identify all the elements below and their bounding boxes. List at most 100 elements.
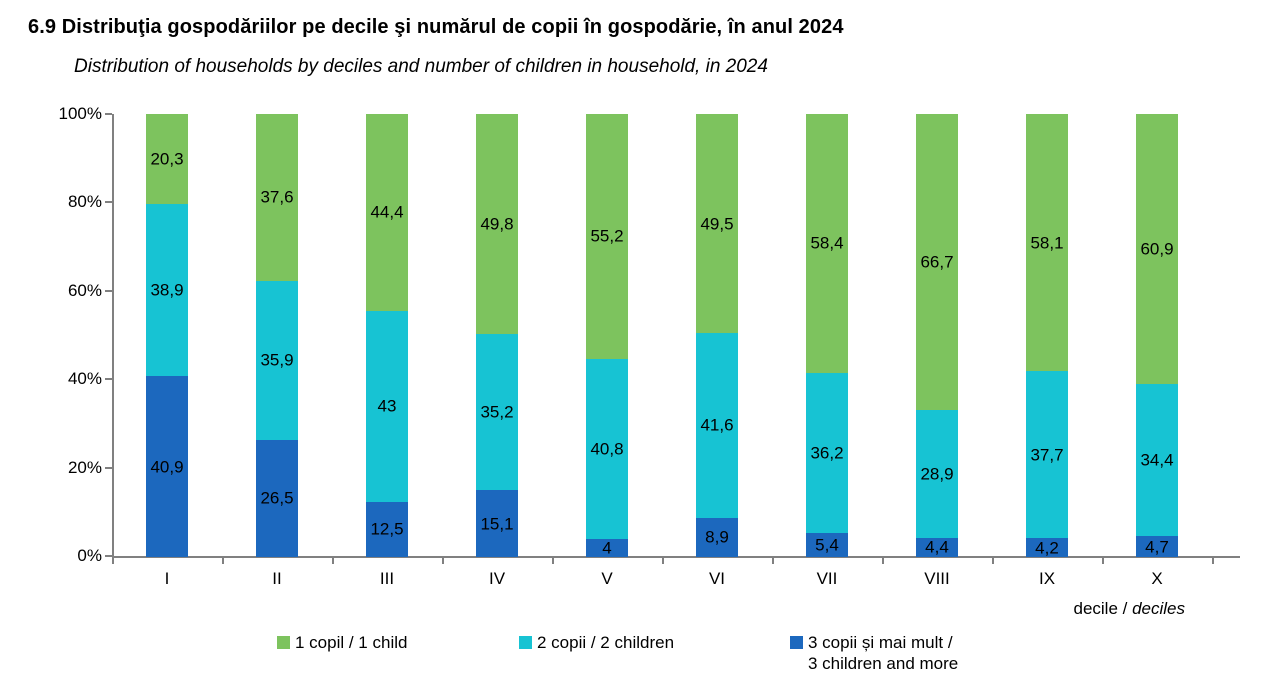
legend-item: 1 copil / 1 child: [277, 632, 407, 653]
bar-segment: 38,9: [146, 203, 188, 376]
legend-label: 1 copil / 1 child: [295, 633, 408, 652]
x-axis-title: decile / deciles: [1073, 599, 1185, 619]
bar-value-label: 43: [377, 396, 397, 416]
bar-value-label: 4,2: [1035, 538, 1059, 558]
bar-value-label: 66,7: [920, 252, 954, 272]
x-category-label: IX: [1038, 569, 1056, 588]
bar-value-label: 4,4: [925, 537, 949, 557]
bar-segment: 58,1: [1026, 114, 1068, 372]
bar-value-label: 58,1: [1030, 233, 1064, 253]
bar-segment: 4,7: [1136, 536, 1178, 557]
bar-value-label: 49,5: [700, 214, 734, 234]
bar-value-label: 8,9: [705, 527, 729, 547]
stacked-bar-decile-IX: 4,2 37,7 58,1: [1026, 114, 1068, 557]
page-title: 6.9 Distribuţia gospodăriilor pe decile …: [28, 16, 844, 38]
bar-segment: 37,6: [256, 114, 298, 281]
y-tick: [105, 555, 112, 557]
legend-item: 2 copii / 2 children: [519, 632, 674, 653]
x-tick: [442, 558, 444, 564]
bar-value-label: 58,4: [810, 233, 844, 253]
bar-value-label: 4: [602, 538, 612, 558]
bar-value-label: 12,5: [370, 519, 404, 539]
legend-swatch-icon: [790, 636, 803, 649]
bar-segment: 49,8: [476, 114, 518, 335]
bar-segment: 35,9: [256, 280, 298, 440]
bar-segment: 15,1: [476, 490, 518, 557]
y-axis-line: [112, 114, 114, 558]
legend-item: 3 copii și mai mult /3 children and more: [790, 632, 958, 674]
x-category-label: V: [601, 569, 613, 588]
bar-segment: 44,4: [366, 114, 408, 311]
x-category-label: VI: [708, 569, 726, 588]
stacked-bar-decile-VI: 8,9 41,6 49,5: [696, 114, 738, 557]
bar-segment: 66,7: [916, 114, 958, 410]
bar-value-label: 5,4: [815, 535, 839, 555]
bar-value-label: 40,8: [590, 439, 624, 459]
bar-value-label: 38,9: [150, 280, 184, 300]
bar-segment: 55,2: [586, 114, 628, 359]
y-tick-label: 60%: [67, 280, 102, 300]
bar-value-label: 36,2: [810, 443, 844, 463]
bar-value-label: 4,7: [1145, 537, 1169, 557]
bar-value-label: 41,6: [700, 415, 734, 435]
stacked-bar-decile-VII: 5,4 36,2 58,4: [806, 114, 848, 557]
x-tick: [662, 558, 664, 564]
bar-segment: 41,6: [696, 333, 738, 518]
x-tick: [882, 558, 884, 564]
x-category-label: VIII: [924, 569, 950, 588]
stacked-bar-decile-V: 4 40,8 55,2: [586, 114, 628, 557]
bar-value-label: 35,9: [260, 350, 294, 370]
x-tick: [1102, 558, 1104, 564]
legend-label: 2 copii / 2 children: [537, 633, 675, 652]
plot-area: 40,9 38,9 20,3 26,5 35,9 37,6 12,5 43 44,4 15,1 35…: [112, 114, 1212, 557]
bar-value-label: 49,8: [480, 214, 514, 234]
bar-segment: 5,4: [806, 533, 848, 557]
x-category-label: X: [1151, 569, 1163, 588]
bar-segment: 36,2: [806, 372, 848, 534]
bar-segment: 40,8: [586, 358, 628, 540]
x-tick: [332, 558, 334, 564]
bar-value-label: 60,9: [1140, 239, 1174, 259]
legend-label: 3 copii și mai mult /3 children and more: [808, 633, 959, 673]
bar-value-label: 55,2: [590, 226, 624, 246]
bar-segment: 8,9: [696, 517, 738, 557]
y-tick: [105, 201, 112, 204]
bar-segment: 43: [366, 310, 408, 502]
bar-segment: 40,9: [146, 376, 188, 557]
bar-value-label: 26,5: [260, 488, 294, 508]
x-category-label: IV: [488, 569, 506, 588]
bar-segment: 20,3: [146, 114, 188, 204]
bar-value-label: 37,6: [260, 187, 294, 207]
stacked-bar-decile-I: 40,9 38,9 20,3: [146, 114, 188, 557]
x-category-label: VII: [816, 569, 838, 588]
x-tick: [552, 558, 554, 564]
bar-segment: 58,4: [806, 114, 848, 373]
bar-segment: 60,9: [1136, 114, 1178, 384]
stacked-bar-decile-X: 4,7 34,4 60,9: [1136, 114, 1178, 557]
x-tick: [112, 558, 114, 564]
legend-swatch-icon: [519, 636, 532, 649]
x-axis-title-italic: deciles: [1132, 599, 1185, 618]
x-category-label: II: [272, 569, 282, 588]
x-category-label: III: [379, 569, 395, 588]
bar-segment: 26,5: [256, 439, 298, 557]
bar-value-label: 35,2: [480, 402, 514, 422]
bar-value-label: 20,3: [150, 149, 184, 169]
bar-segment: 34,4: [1136, 383, 1178, 537]
bar-segment: 28,9: [916, 409, 958, 538]
y-tick: [105, 378, 112, 381]
y-tick: [105, 289, 112, 292]
x-axis-line: [112, 556, 1240, 558]
y-tick-label: 40%: [67, 369, 102, 389]
y-tick-label: 0%: [77, 546, 102, 565]
bar-segment: 37,7: [1026, 371, 1068, 539]
y-tick-label: 80%: [67, 192, 102, 212]
y-tick-label: 100%: [58, 104, 102, 123]
y-tick: [105, 466, 112, 469]
bar-segment: 4: [586, 539, 628, 557]
x-axis-title-normal: decile /: [1073, 599, 1133, 618]
stacked-bar-decile-VIII: 4,4 28,9 66,7: [916, 114, 958, 557]
page-subtitle: Distribution of households by deciles an…: [74, 56, 768, 77]
bar-segment: 4,2: [1026, 538, 1068, 557]
x-tick: [772, 558, 774, 564]
